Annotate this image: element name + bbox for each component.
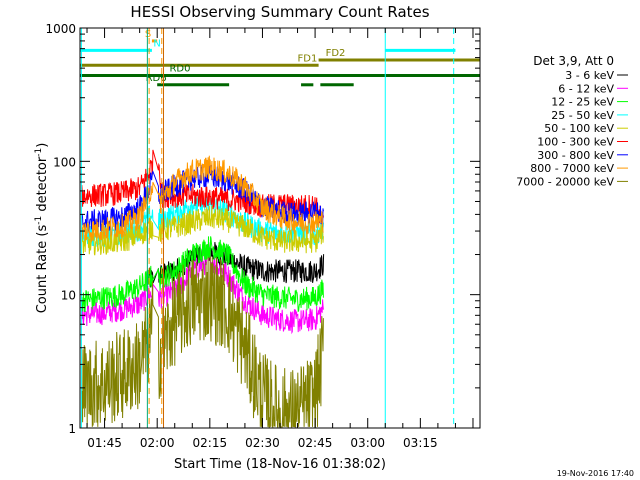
series-line-8 <box>81 256 324 428</box>
y-axis-label-mid: detector <box>35 156 50 216</box>
flag-label-s: S <box>145 29 151 40</box>
y-axis-label-sup1: -1 <box>34 216 44 225</box>
eclipse-markers <box>80 28 455 428</box>
x-tick-label-0: 01:45 <box>87 436 122 450</box>
legend-title: Det 3,9, Att 0 <box>533 54 614 68</box>
footer-timestamp: 19-Nov-2016 17:40 <box>557 469 634 478</box>
legend-label-2: 12 - 25 keV <box>551 96 614 109</box>
series-line-7 <box>81 155 324 242</box>
y-tick-label-1: 10 <box>61 289 76 303</box>
y-tick-label-0: 1 <box>68 422 76 436</box>
legend-label-3: 25 - 50 keV <box>551 109 614 122</box>
flag-label-rd6: RD6 <box>146 73 167 84</box>
legend-label-4: 50 - 100 keV <box>544 122 614 135</box>
legend-label-1: 6 - 12 keV <box>558 82 614 95</box>
x-axis-label: Start Time (18-Nov-16 01:38:02) <box>174 457 386 472</box>
x-tick-label-1: 02:00 <box>140 436 175 450</box>
y-tick-label-2: 100 <box>53 155 76 169</box>
x-tick-label-5: 03:00 <box>350 436 385 450</box>
legend-label-6: 300 - 800 keV <box>537 149 614 162</box>
legend-label-0: 3 - 6 keV <box>565 69 614 82</box>
x-tick-label-6: 03:15 <box>403 436 438 450</box>
data-layer <box>81 149 325 428</box>
flag-label-fd2: FD2 <box>326 48 346 59</box>
y-tick-label-3: 1000 <box>45 22 76 36</box>
y-axis-label-base: Count Rate (s <box>35 225 50 314</box>
y-axis-label: Count Rate (s-1 detector-1) <box>34 143 50 314</box>
legend-label-8: 7000 - 20000 keV <box>516 175 614 188</box>
x-tick-label-4: 02:45 <box>298 436 333 450</box>
flag-label-n: N <box>153 38 160 49</box>
y-axis-label-end: ) <box>35 143 50 148</box>
series-line-2 <box>81 236 324 313</box>
legend-label-7: 800 - 7000 keV <box>530 162 614 175</box>
chart-title: HESSI Observing Summary Count Rates <box>130 3 429 21</box>
flag-label-rd0: RD0 <box>169 64 190 75</box>
flag-label-fd1: FD1 <box>298 53 318 64</box>
legend-label-5: 100 - 300 keV <box>537 136 614 149</box>
x-tick-label-2: 02:15 <box>193 436 228 450</box>
series-line-4 <box>81 205 324 256</box>
x-tick-label-3: 02:30 <box>245 436 280 450</box>
series-line-5 <box>81 149 324 225</box>
y-axis-label-sup2: -1 <box>34 148 44 157</box>
y-axis: 1 10 100 1000 <box>45 22 480 436</box>
x-axis: 01:45 02:00 02:15 02:30 02:45 03:00 03:15 <box>86 28 474 450</box>
